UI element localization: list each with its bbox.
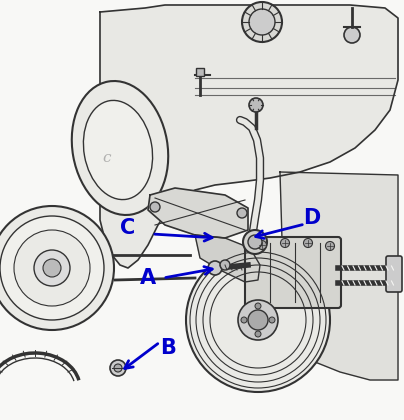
Circle shape xyxy=(249,98,263,112)
Circle shape xyxy=(237,208,247,218)
Circle shape xyxy=(110,360,126,376)
Circle shape xyxy=(326,241,335,250)
Circle shape xyxy=(249,9,275,35)
Circle shape xyxy=(43,259,61,277)
Circle shape xyxy=(0,216,104,320)
Circle shape xyxy=(257,241,267,249)
Circle shape xyxy=(208,261,222,275)
Circle shape xyxy=(255,303,261,309)
Circle shape xyxy=(280,239,290,247)
Circle shape xyxy=(344,27,360,43)
Circle shape xyxy=(0,206,114,330)
Circle shape xyxy=(14,230,90,306)
Circle shape xyxy=(242,2,282,42)
Ellipse shape xyxy=(72,81,168,215)
Ellipse shape xyxy=(83,100,153,200)
Polygon shape xyxy=(100,5,398,268)
Circle shape xyxy=(150,202,160,212)
Circle shape xyxy=(114,364,122,372)
Text: c: c xyxy=(103,151,111,165)
Circle shape xyxy=(34,250,70,286)
Circle shape xyxy=(238,300,278,340)
Circle shape xyxy=(269,317,275,323)
Text: B: B xyxy=(160,338,176,358)
FancyBboxPatch shape xyxy=(386,256,402,292)
Text: A: A xyxy=(140,268,156,288)
Circle shape xyxy=(220,260,230,270)
Polygon shape xyxy=(195,235,260,282)
Bar xyxy=(196,68,204,76)
Circle shape xyxy=(303,239,313,247)
Circle shape xyxy=(248,310,268,330)
Circle shape xyxy=(255,331,261,337)
Circle shape xyxy=(186,248,330,392)
Circle shape xyxy=(243,230,267,254)
FancyBboxPatch shape xyxy=(245,237,341,308)
Text: C: C xyxy=(120,218,136,238)
Polygon shape xyxy=(148,188,248,238)
Circle shape xyxy=(241,317,247,323)
Text: D: D xyxy=(303,208,321,228)
Circle shape xyxy=(248,235,262,249)
Polygon shape xyxy=(280,172,398,380)
